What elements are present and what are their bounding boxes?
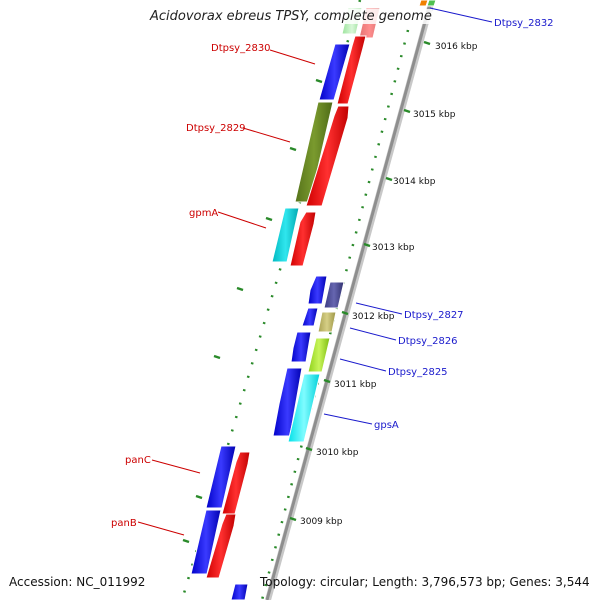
connector-panb (137, 521, 185, 536)
accession-text: Accession: NC_011992 (9, 575, 146, 589)
gene-red-2[interactable] (305, 105, 350, 207)
connector-dtpsy-2829 (242, 127, 291, 143)
gene-gpsa[interactable] (287, 373, 321, 443)
kbp-ticks (289, 40, 431, 522)
gene-dtpsy-2825[interactable] (307, 337, 331, 373)
label-panc[interactable]: panC (125, 455, 151, 466)
left-ring-ticks (182, 78, 323, 544)
gene-red-3[interactable] (289, 211, 317, 267)
connector-panc (151, 459, 201, 474)
map-title: Acidovorax ebreus TPSY, complete genome (150, 9, 432, 24)
gene-blue-small-1[interactable] (307, 275, 328, 305)
kbp-label: 3012 kbp (352, 312, 395, 322)
gene-red-1[interactable] (336, 35, 367, 105)
gene-blue-bottom[interactable] (230, 583, 249, 600)
connector-dtpsy-2832 (429, 7, 493, 23)
label-dtpsy-2826[interactable]: Dtpsy_2826 (398, 336, 458, 347)
connector-gpsa (323, 413, 373, 425)
topology-info: Topology: circular; Length: 3,796,573 bp… (260, 575, 590, 589)
kbp-label: 3011 kbp (334, 380, 377, 390)
gene-gpma[interactable] (271, 207, 300, 263)
kbp-label: 3014 kbp (393, 177, 436, 187)
gene-red-5[interactable] (205, 513, 237, 579)
connector-gpma (217, 211, 267, 229)
connector-dtpsy-2827 (355, 302, 403, 315)
kbp-label: 3013 kbp (372, 243, 415, 253)
label-dtpsy-2827[interactable]: Dtpsy_2827 (404, 310, 464, 321)
label-dtpsy-2832[interactable]: Dtpsy_2832 (494, 18, 554, 29)
label-dtpsy-2829[interactable]: Dtpsy_2829 (186, 123, 246, 134)
backbone (265, 0, 433, 600)
gene-panc[interactable] (205, 445, 237, 509)
gene-dtpsy-2827[interactable] (323, 281, 345, 309)
gene-orange-top[interactable] (418, 0, 429, 7)
gene-dtpsy-2826[interactable] (317, 311, 337, 333)
gene-blue-small-3[interactable] (290, 331, 312, 363)
label-dtpsy-2830[interactable]: Dtpsy_2830 (211, 43, 271, 54)
gene-blue-large[interactable] (272, 367, 303, 437)
label-gpma[interactable]: gpmA (189, 208, 218, 219)
connector-dtpsy-2830 (269, 49, 316, 65)
kbp-label: 3015 kbp (413, 110, 456, 120)
kbp-label: 3016 kbp (435, 42, 478, 52)
kbp-label: 3010 kbp (316, 448, 359, 458)
gene-green-top[interactable] (426, 0, 437, 7)
label-gpsa[interactable]: gpsA (374, 420, 399, 431)
connector-dtpsy-2825 (339, 358, 387, 372)
gene-dtpsy-2830[interactable] (318, 43, 351, 101)
connector-dtpsy-2826 (349, 327, 397, 341)
gene-blue-small-2[interactable] (301, 307, 319, 327)
label-dtpsy-2825[interactable]: Dtpsy_2825 (388, 367, 448, 378)
label-panb[interactable]: panB (111, 518, 137, 529)
kbp-label: 3009 kbp (300, 517, 343, 527)
